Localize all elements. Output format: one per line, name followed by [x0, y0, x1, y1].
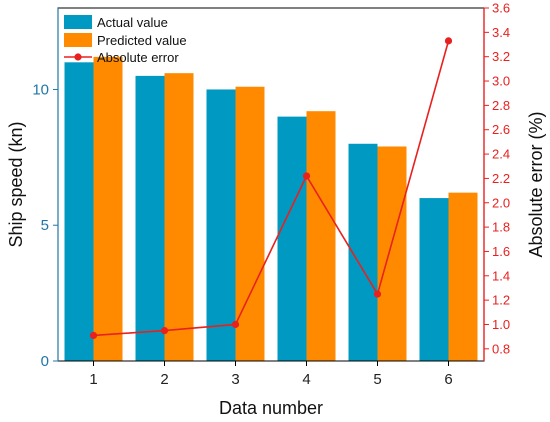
y-tick-label-0: 0	[41, 353, 49, 370]
x-tick-label-6: 6	[444, 371, 452, 388]
y2-tick-label-2.0: 2.0	[492, 195, 510, 210]
legend-label-error: Absolute error	[97, 50, 179, 65]
bar-predicted-4	[306, 111, 336, 361]
x-tick-label-5: 5	[373, 371, 381, 388]
error-point-1	[89, 331, 98, 340]
bar-actual-4	[277, 116, 307, 361]
bar-predicted-1	[93, 56, 123, 361]
y2-tick-label-2.6: 2.6	[492, 122, 510, 137]
bar-predicted-6	[448, 192, 478, 361]
y2-tick-label-3.2: 3.2	[492, 49, 510, 64]
x-tick-label-2: 2	[160, 371, 168, 388]
y2-tick-label-2.8: 2.8	[492, 98, 510, 113]
y2-tick-label-0.8: 0.8	[492, 341, 510, 356]
legend: Actual value Predicted value Absolute er…	[64, 15, 187, 65]
y2-tick-label-3.6: 3.6	[492, 1, 510, 16]
bar-predicted-3	[235, 86, 265, 361]
bar-actual-3	[206, 89, 236, 361]
y-tick-label-5: 5	[41, 217, 49, 234]
y2-tick-label-3.4: 3.4	[492, 25, 510, 40]
error-point-5	[373, 290, 382, 298]
y-tick-label-10: 10	[32, 81, 49, 98]
axes-layer: 0 5 10 0.8 1.0 1.2 1.4 1.6 1.8 2.0 2.2 2.4 2.6 2.8 3.0…	[32, 1, 510, 389]
y2-tick-label-1.0: 1.0	[492, 317, 510, 332]
bars-layer	[64, 56, 478, 362]
legend-swatch-actual	[64, 15, 92, 29]
bar-actual-2	[135, 75, 165, 361]
y2-tick-label-1.6: 1.6	[492, 244, 510, 259]
bar-actual-1	[64, 62, 94, 362]
bar-predicted-5	[377, 146, 407, 361]
legend-marker-error	[74, 53, 82, 61]
y2-tick-label-2.2: 2.2	[492, 171, 510, 186]
legend-label-actual: Actual value	[97, 15, 168, 30]
error-line	[93, 40, 450, 337]
x-tick-label-1: 1	[89, 371, 97, 388]
y2-tick-label-1.4: 1.4	[492, 268, 510, 283]
error-point-3	[231, 320, 240, 329]
x-axis-title: Data number	[219, 398, 323, 418]
error-point-2	[160, 326, 169, 335]
x-tick-label-3: 3	[231, 371, 239, 388]
y2-tick-label-1.2: 1.2	[492, 293, 510, 308]
y2-tick-label-3.0: 3.0	[492, 74, 510, 89]
error-line-layer	[89, 37, 453, 340]
error-point-6	[444, 37, 453, 45]
bar-actual-6	[419, 198, 449, 361]
y2-axis-title: Absolute error (%)	[526, 111, 546, 257]
y-axis-title: Ship speed (kn)	[6, 121, 26, 247]
legend-swatch-predicted	[64, 33, 92, 47]
y2-tick-label-2.4: 2.4	[492, 147, 510, 162]
x-tick-label-4: 4	[302, 371, 310, 388]
bar-predicted-2	[164, 73, 194, 362]
legend-label-predicted: Predicted value	[97, 33, 187, 48]
y2-tick-label-1.8: 1.8	[492, 220, 510, 235]
error-point-4	[302, 172, 311, 180]
